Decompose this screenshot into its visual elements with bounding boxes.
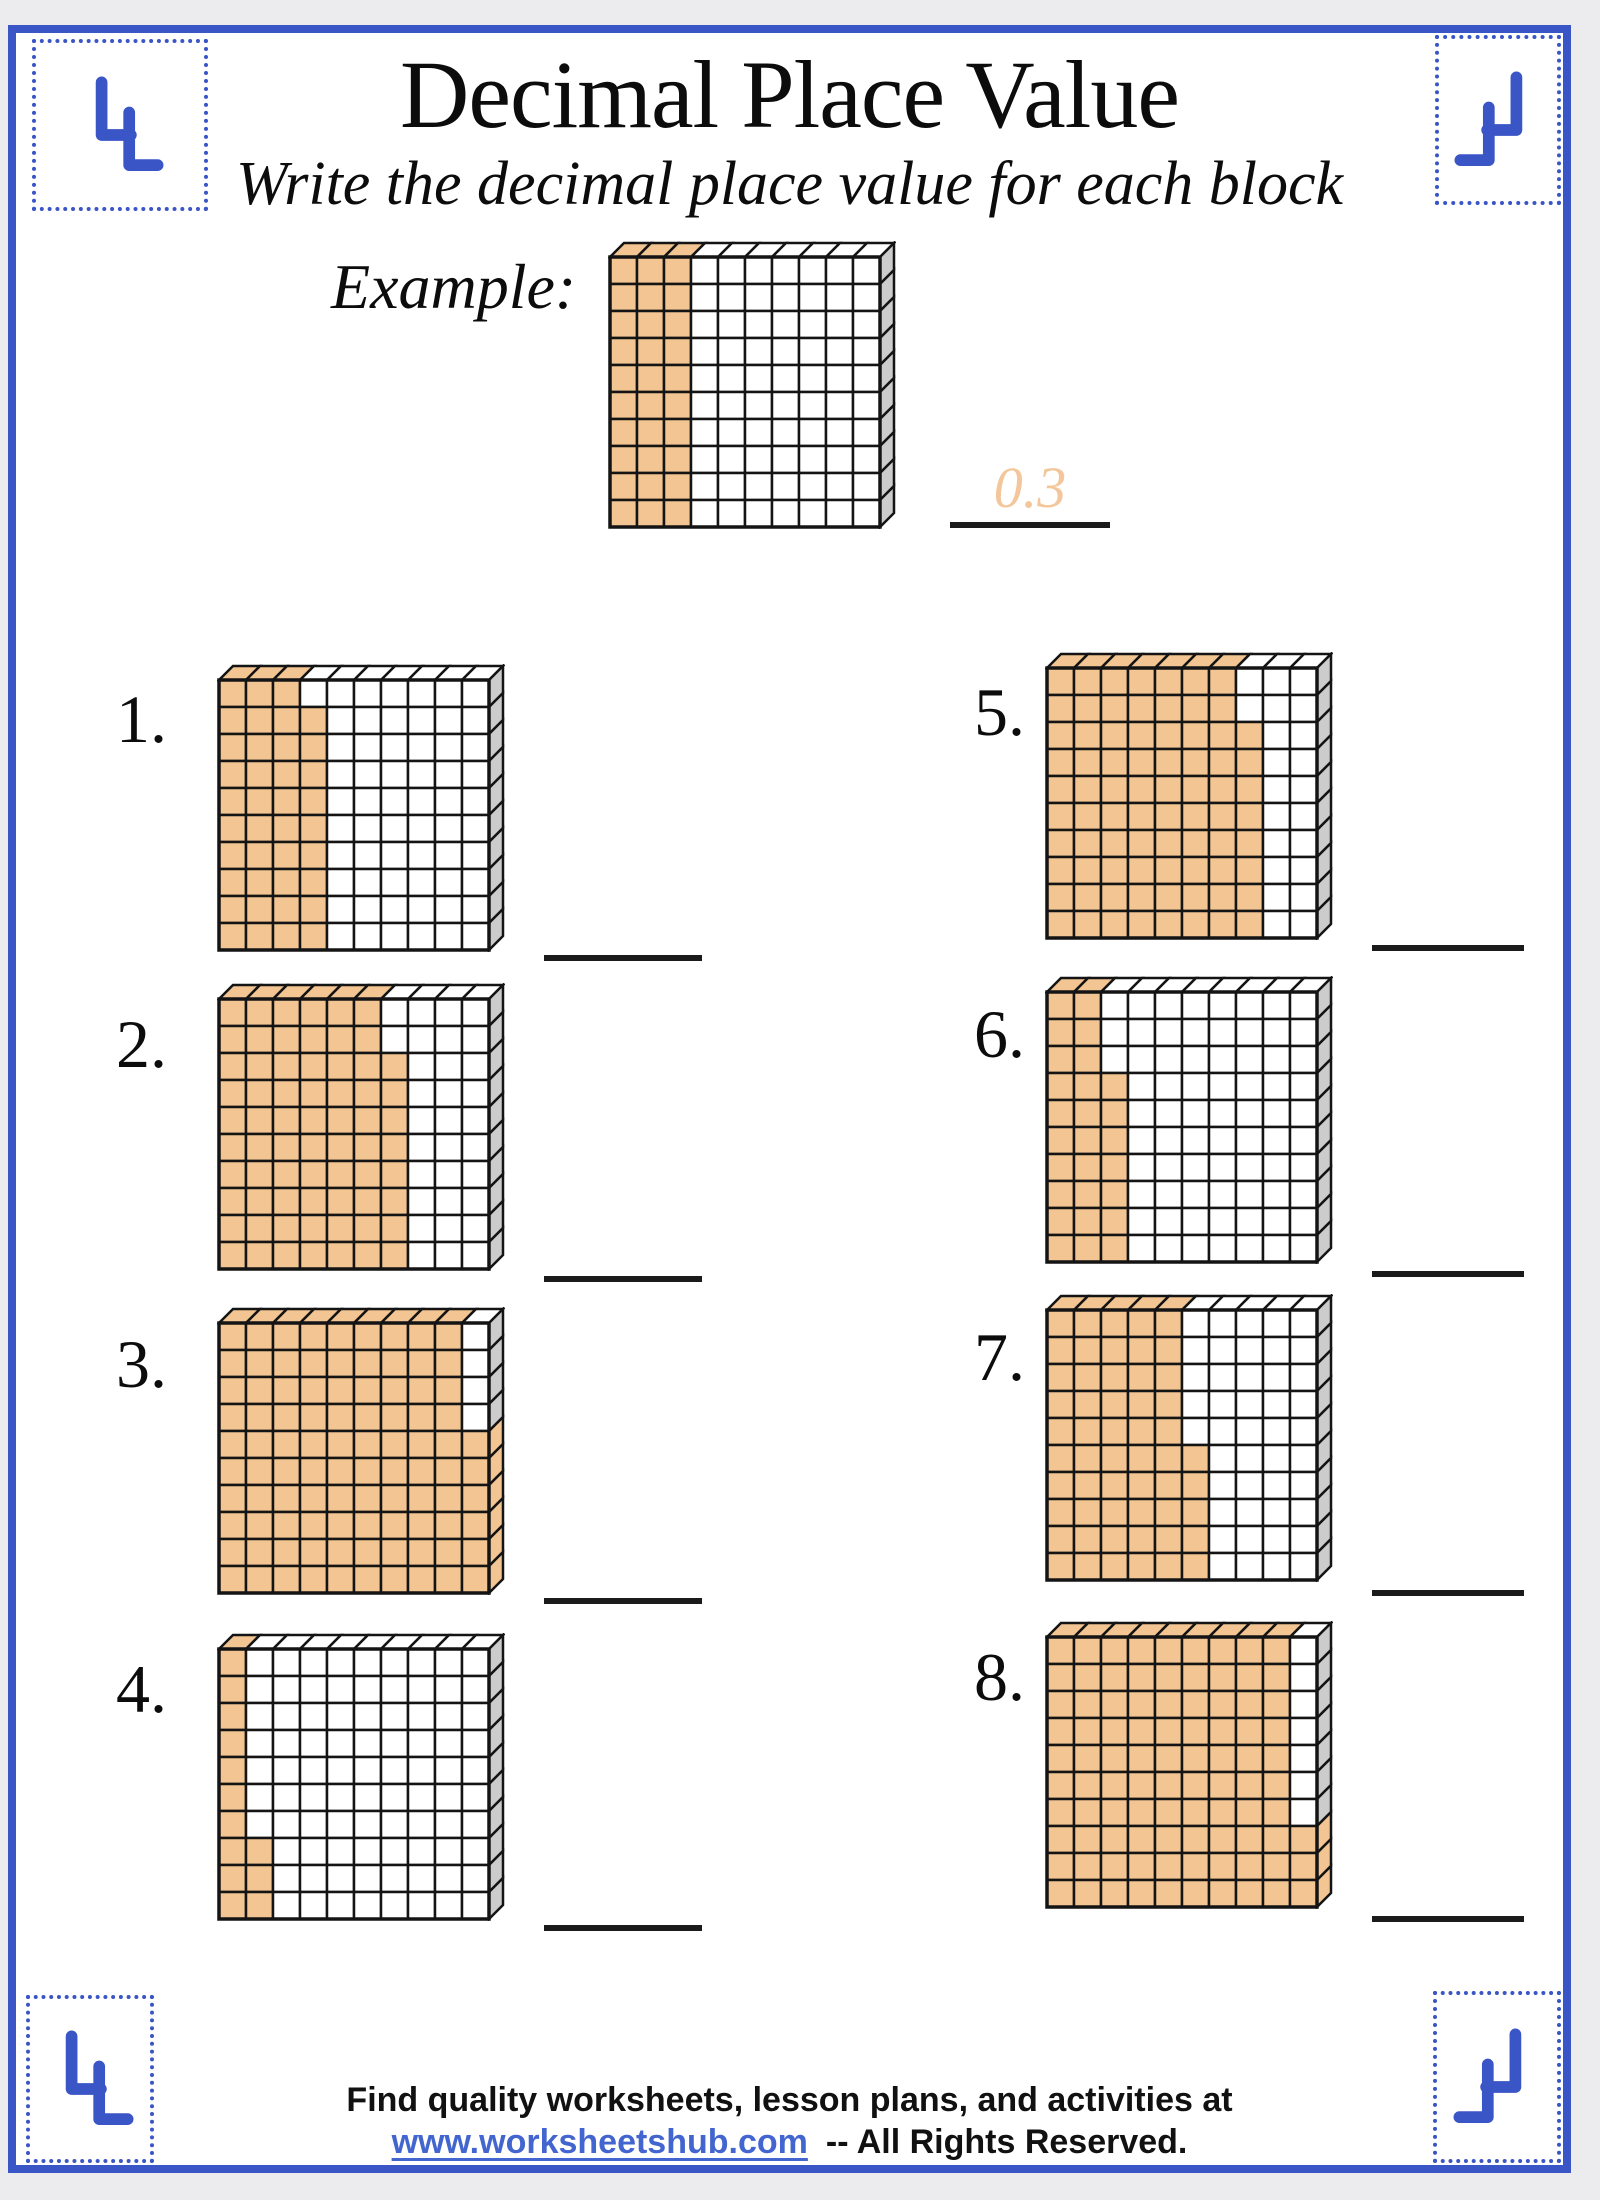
logo-box-bottom-right (1433, 1991, 1561, 2163)
problem-5-hundreds-grid (1043, 650, 1335, 942)
logo-box-top-right (1435, 35, 1561, 205)
problem-3-answer-line (544, 1598, 702, 1604)
worksheetshub-logo-icon (95, 76, 164, 171)
example-hundreds-grid (606, 239, 898, 531)
problem-3-hundreds-grid (215, 1305, 507, 1597)
problem-7-answer-line (1372, 1590, 1524, 1596)
footer-website-link[interactable]: www.worksheetshub.com (391, 2123, 808, 2161)
problem-6-answer-line (1372, 1271, 1524, 1277)
page-subtitle: Write the decimal place value for each b… (235, 150, 1343, 218)
problem-4-answer-line (544, 1925, 702, 1931)
example-answer-line (950, 522, 1110, 528)
problem-3-number: 3. (116, 1326, 167, 1402)
worksheetshub-logo-icon (1453, 2028, 1522, 2123)
problem-5-number: 5. (974, 674, 1025, 750)
problem-5-answer-line (1372, 945, 1524, 951)
problem-7-number: 7. (974, 1319, 1025, 1395)
problem-7-hundreds-grid (1043, 1292, 1335, 1584)
problem-2-answer-line (544, 1276, 702, 1282)
example-label: Example: (331, 251, 577, 322)
problem-2-number: 2. (116, 1006, 167, 1082)
problem-1-number: 1. (116, 681, 167, 757)
worksheetshub-logo-icon (1454, 71, 1523, 166)
problem-4-number: 4. (116, 1651, 167, 1727)
problem-1-hundreds-grid (215, 662, 507, 954)
problem-6-number: 6. (974, 996, 1025, 1072)
example-answer-text: 0.3 (993, 455, 1067, 520)
logo-box-top-left (32, 39, 208, 211)
footer-line2: www.worksheetshub.com -- All Rights Reser… (16, 2123, 1563, 2162)
problem-4-hundreds-grid (215, 1631, 507, 1923)
worksheetshub-logo-icon (65, 2030, 134, 2125)
logo-box-bottom-left (26, 1995, 154, 2163)
footer-rights-text: -- All Rights Reserved. (825, 2123, 1188, 2161)
footer-text: Find quality worksheets, lesson plans, a… (346, 2081, 1233, 2119)
problem-2-hundreds-grid (215, 981, 507, 1273)
page-title: Decimal Place Value (400, 41, 1180, 148)
problem-8-hundreds-grid (1043, 1619, 1335, 1911)
problem-8-answer-line (1372, 1916, 1524, 1922)
problem-1-answer-line (544, 955, 702, 961)
problem-6-hundreds-grid (1043, 974, 1335, 1266)
problem-8-number: 8. (974, 1639, 1025, 1715)
worksheet-page: Decimal Place Value Write the decimal pl… (8, 25, 1571, 2173)
